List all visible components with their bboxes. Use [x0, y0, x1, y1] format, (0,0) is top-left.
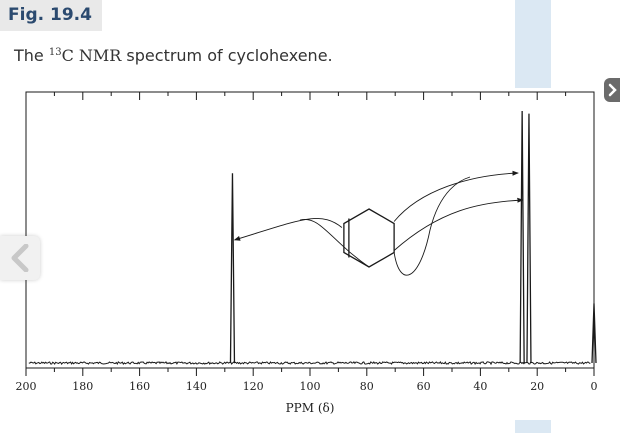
caption-suffix: spectrum of cyclohexene.	[121, 46, 333, 65]
next-figure-button[interactable]	[604, 78, 620, 102]
x-tick-label-60: 60	[417, 380, 431, 393]
x-tick-label-40: 40	[473, 380, 487, 393]
peak-0	[591, 303, 597, 364]
figure-caption: The 13C NMR spectrum of cyclohexene.	[14, 46, 333, 65]
caption-prefix: The	[14, 46, 49, 65]
x-tick-label-100: 100	[300, 380, 321, 393]
x-tick-label-160: 160	[129, 380, 150, 393]
x-tick-label-80: 80	[360, 380, 374, 393]
x-tick-label-0: 0	[591, 380, 598, 393]
caption-isotope: 13	[48, 47, 62, 58]
arrow-homoallylic-peak	[393, 197, 524, 251]
x-tick-label-120: 120	[243, 380, 264, 393]
nmr-spectrum-chart: 200 180 160 140 120 100 80 60 40 20 0 PPM (δ)	[16, 91, 598, 415]
previous-figure-button[interactable]	[0, 236, 40, 280]
x-axis-label: PPM (δ)	[286, 401, 335, 415]
x-axis-ticks: 200 180 160 140 120 100 80 60 40 20 0	[16, 92, 598, 393]
baseline-noise	[28, 361, 591, 366]
x-tick-label-180: 180	[72, 380, 93, 393]
peak-127.3	[229, 173, 236, 364]
x-tick-label-20: 20	[530, 380, 544, 393]
caption-nmr: C NMR	[61, 46, 122, 65]
x-tick-label-200: 200	[16, 380, 37, 393]
side-panel-strip	[515, 0, 551, 88]
ring	[343, 208, 395, 268]
side-panel-strip-bottom	[515, 420, 551, 433]
chevron-left-icon	[11, 244, 29, 272]
connector-right	[393, 176, 471, 276]
chevron-right-icon	[608, 83, 617, 97]
arrow-alkene-peak	[233, 218, 343, 241]
connector-lower	[299, 218, 370, 268]
cyclohexene-structure	[233, 170, 524, 276]
chart-frame	[25, 91, 595, 369]
peak-22.9	[526, 113, 532, 364]
plot-border	[25, 91, 595, 369]
x-tick-label-140: 140	[186, 380, 207, 393]
arrow-allylic-peak	[393, 170, 519, 222]
spectrum-trace	[28, 110, 597, 366]
peak-25.3	[519, 110, 525, 364]
figure-label: Fig. 19.4	[0, 0, 102, 31]
